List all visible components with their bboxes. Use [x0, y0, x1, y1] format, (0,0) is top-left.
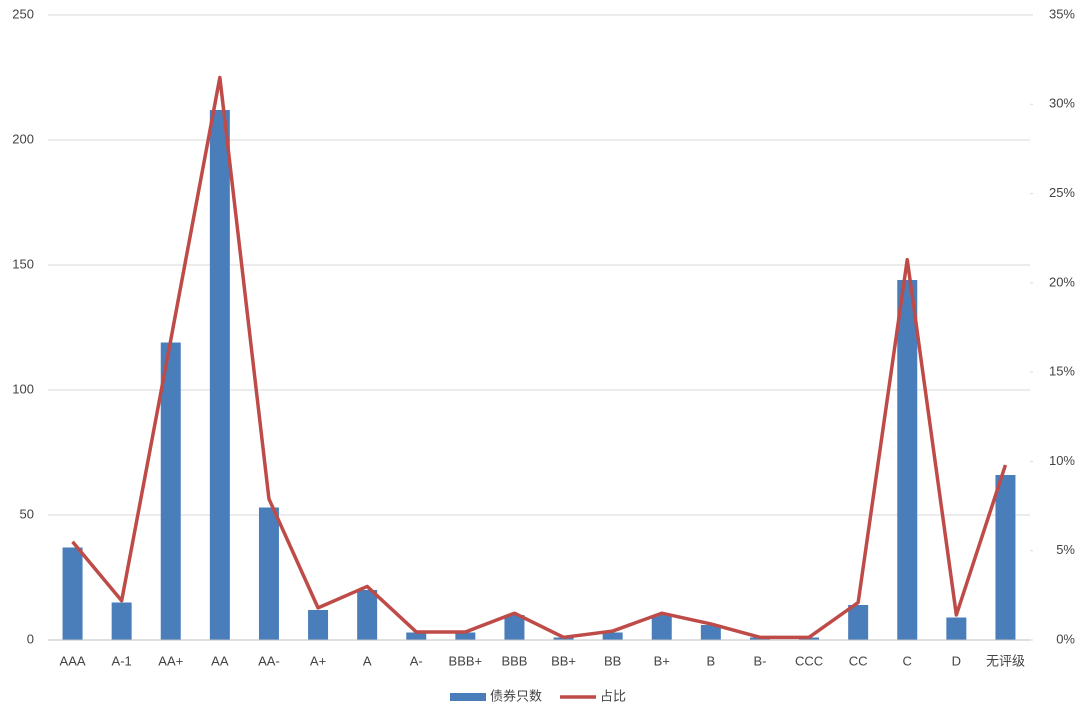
x-tick-label: CCC: [795, 653, 823, 668]
x-tick-label: A-: [410, 653, 423, 668]
bar: [651, 615, 672, 640]
y2-tick-label: 15%: [1049, 364, 1075, 379]
bar: [357, 590, 378, 640]
bar: [258, 507, 279, 640]
y-tick-label: 250: [12, 6, 34, 21]
bar: [602, 632, 623, 640]
line: [71, 75, 1008, 640]
x-tick-label: A-1: [112, 653, 132, 668]
x-tick-label: D: [952, 653, 961, 668]
y2-tick-label: 30%: [1049, 96, 1075, 111]
bar: [308, 610, 329, 640]
bar: [455, 632, 476, 640]
x-tick-label: C: [903, 653, 912, 668]
y2-tick-label: 25%: [1049, 185, 1075, 200]
x-tick-label: AAA: [60, 653, 86, 668]
bar: [62, 547, 83, 640]
y2-tick-label: 35%: [1049, 6, 1075, 21]
bar: [700, 625, 721, 640]
x-tick-label: AA-: [258, 653, 280, 668]
x-tick-label: BBB: [501, 653, 527, 668]
legend-label: 占比: [600, 688, 626, 703]
bar: [209, 110, 230, 640]
legend-swatch: [450, 693, 486, 701]
x-tick-label: B+: [654, 653, 670, 668]
bar: [848, 605, 869, 640]
x-tick-label: CC: [849, 653, 868, 668]
x-tick-label: B-: [753, 653, 766, 668]
bar: [995, 475, 1016, 640]
y-tick-label: 50: [20, 506, 34, 521]
y2-tick-label: 10%: [1049, 453, 1075, 468]
x-tick-label: 无评级: [986, 653, 1025, 668]
x-tick-label: BBB+: [449, 653, 483, 668]
bar: [897, 280, 918, 640]
x-tick-label: AA: [211, 653, 229, 668]
x-tick-label: BB+: [551, 653, 576, 668]
y-tick-label: 100: [12, 381, 34, 396]
x-tick-label: BB: [604, 653, 621, 668]
bar: [504, 615, 525, 640]
y-tick-label: 200: [12, 131, 34, 146]
x-tick-label: B: [707, 653, 716, 668]
y2-tick-label: 20%: [1049, 274, 1075, 289]
y-tick-label: 0: [27, 631, 34, 646]
y2-tick-label: 5%: [1056, 542, 1075, 557]
x-tick-label: AA+: [158, 653, 183, 668]
bar: [160, 342, 181, 640]
bar: [406, 632, 427, 640]
x-tick-label: A+: [310, 653, 326, 668]
y-tick-label: 150: [12, 256, 34, 271]
x-tick-label: A: [363, 653, 372, 668]
bar: [111, 602, 132, 640]
legend-label: 债券只数: [490, 688, 542, 703]
bar: [946, 617, 967, 640]
y2-tick-label: 0%: [1056, 631, 1075, 646]
